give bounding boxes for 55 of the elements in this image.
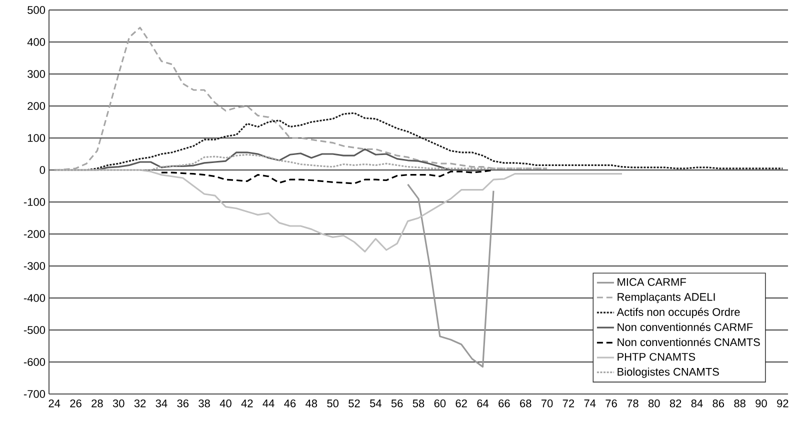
x-tick-label: 92 <box>777 400 788 408</box>
x-tick-label: 66 <box>498 400 510 408</box>
y-tick-label: 400 <box>27 38 46 46</box>
x-tick-label: 88 <box>734 400 746 408</box>
y-tick-label: 500 <box>28 6 46 14</box>
y-tick-label: 100 <box>28 134 46 142</box>
legend-label: Non conventionnés CARMF <box>618 322 753 332</box>
legend-label: MICA CARMF <box>618 278 686 286</box>
y-tick-label: -600 <box>24 358 46 366</box>
x-tick-label: 54 <box>370 400 382 408</box>
y-tick-label: -200 <box>24 230 46 238</box>
x-tick-label: 44 <box>262 400 274 408</box>
y-tick-label: 300 <box>28 70 46 78</box>
y-tick-label: -500 <box>24 326 46 334</box>
x-tick-label: 40 <box>220 400 232 408</box>
legend-label: PHTP CNAMTS <box>618 352 696 361</box>
y-tick-label: -700 <box>24 390 46 398</box>
x-tick-label: 64 <box>477 400 489 408</box>
x-tick-label: 80 <box>648 400 660 408</box>
x-tick-label: 58 <box>412 400 424 408</box>
x-tick-label: 50 <box>327 400 339 408</box>
legend-label: Actifs non occupés Ordre <box>616 308 740 318</box>
x-tick-label: 48 <box>306 400 318 408</box>
x-tick-label: 30 <box>112 400 124 408</box>
x-tick-label: 86 <box>712 400 724 408</box>
x-tick-label: 24 <box>48 400 60 408</box>
x-tick-label: 60 <box>434 400 446 408</box>
x-tick-label: 72 <box>562 400 574 408</box>
x-tick-label: 74 <box>584 400 596 408</box>
x-tick-label: 78 <box>627 400 638 408</box>
y-tick-label: -300 <box>24 262 46 270</box>
x-tick-label: 42 <box>241 400 253 408</box>
x-tick-label: 36 <box>177 400 189 408</box>
x-tick-label: 68 <box>520 400 532 408</box>
x-tick-label: 38 <box>198 400 210 408</box>
y-tick-label: -400 <box>24 294 46 302</box>
x-tick-label: 82 <box>670 400 682 408</box>
y-tick-label: -100 <box>24 198 46 206</box>
x-tick-label: 46 <box>284 400 296 408</box>
x-tick-label: 90 <box>756 400 767 408</box>
x-tick-label: 32 <box>134 400 146 408</box>
x-tick-label: 52 <box>348 400 360 408</box>
x-tick-label: 34 <box>156 400 168 408</box>
y-tick-label: 0 <box>40 166 46 174</box>
y-tick-label: 200 <box>28 102 46 110</box>
x-tick-label: 62 <box>456 400 467 408</box>
x-tick-label: 56 <box>391 400 403 408</box>
x-tick-label: 26 <box>70 400 82 408</box>
x-tick-label: 28 <box>92 400 103 408</box>
legend-label: Biologistes CNAMTS <box>618 368 719 378</box>
x-tick-label: 70 <box>541 400 553 408</box>
legend-label: Non conventionnés CNAMTS <box>618 338 760 346</box>
x-tick-label: 76 <box>606 400 617 408</box>
legend-label: Remplaçants ADELI <box>618 292 715 304</box>
x-tick-label: 84 <box>691 400 703 408</box>
